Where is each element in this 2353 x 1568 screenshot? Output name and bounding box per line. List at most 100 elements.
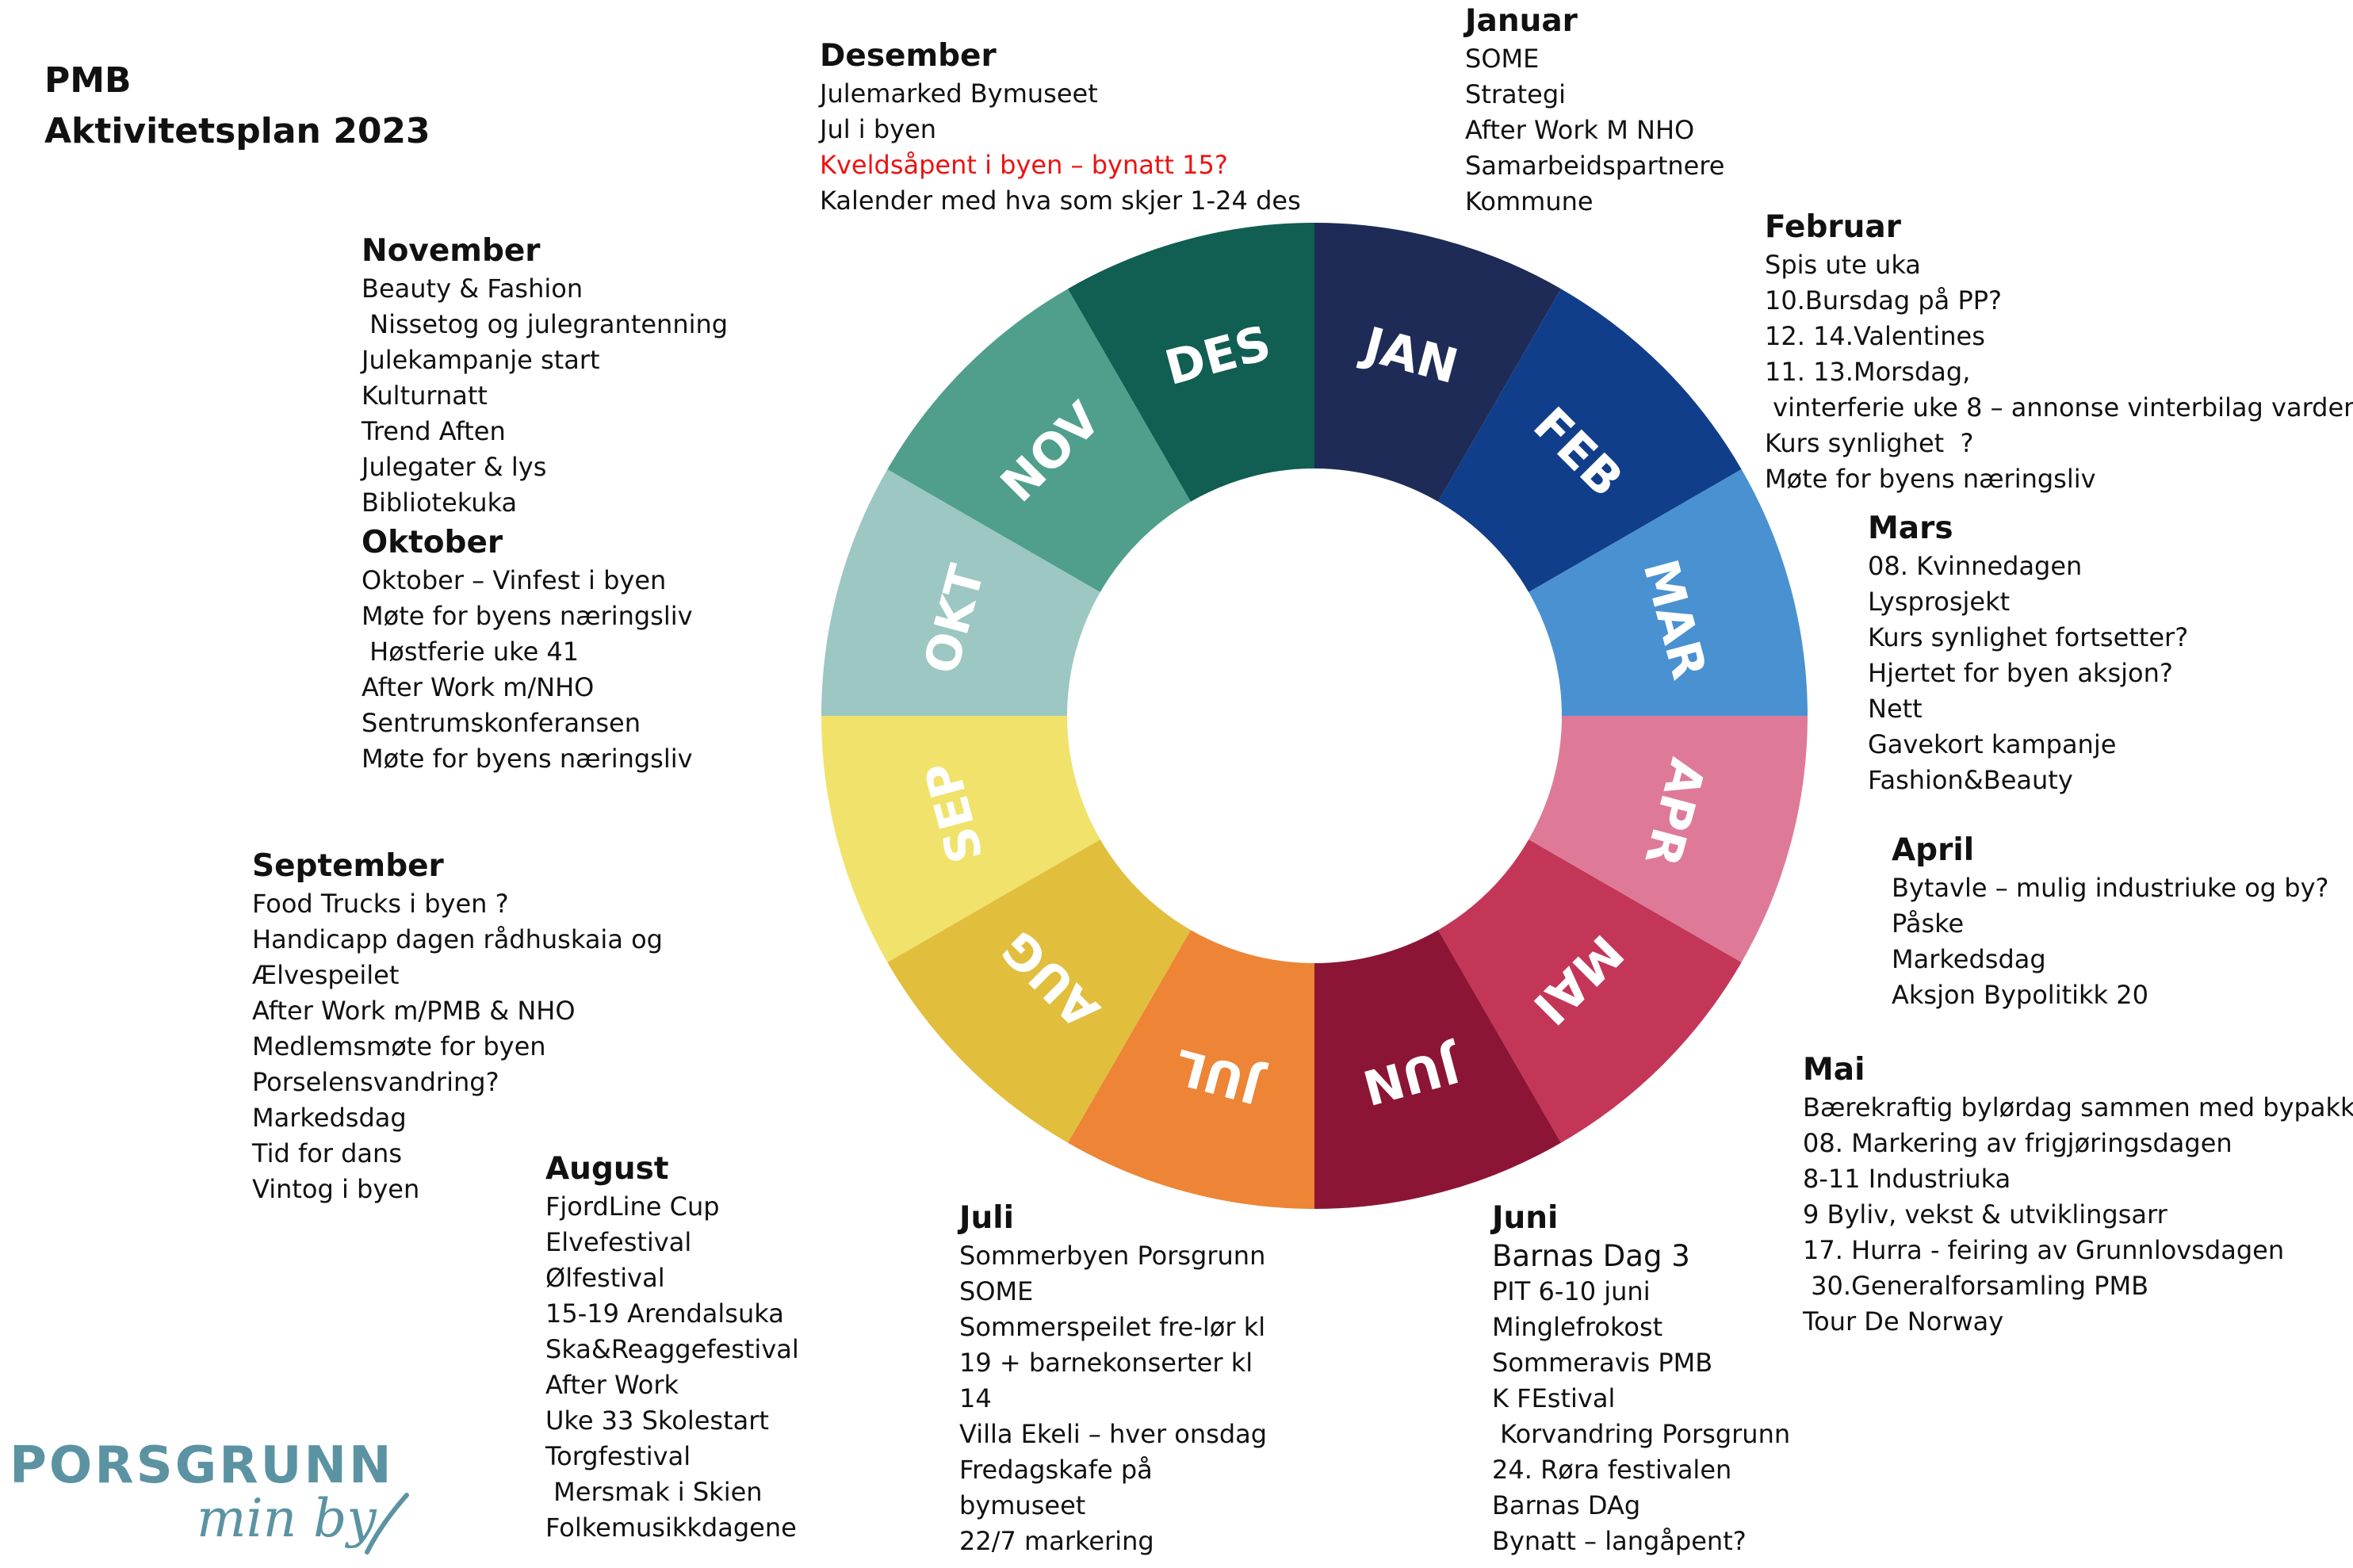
- activity-item: 22/7 markering: [959, 1526, 1154, 1556]
- activity-item: Ælvespeilet: [252, 960, 400, 990]
- porsgrunn-logo: PORSGRUNN min by: [10, 1436, 409, 1555]
- activity-item: After Work: [545, 1370, 679, 1400]
- activity-item: Folkemusikkdagene: [545, 1513, 797, 1543]
- month-februar: Februar Spis ute uka 10.Bursdag på PP? 12.…: [1765, 208, 2353, 497]
- activity-item: Lysprosjekt: [1868, 587, 2011, 617]
- activity-item: Sentrumskonferansen: [362, 708, 641, 738]
- activity-item: 08. Markering av frigjøringsdagen: [1803, 1128, 2232, 1158]
- activity-item: 08. Kvinnedagen: [1868, 551, 2083, 581]
- activity-item: 30.Generalforsamling PMB: [1803, 1271, 2149, 1301]
- activity-item: Julemarked Bymuseet: [820, 78, 1098, 109]
- wheel-segment-feb: [1438, 289, 1742, 592]
- activity-item: After Work m/NHO: [362, 672, 595, 702]
- activity-item: Tid for dans: [252, 1138, 402, 1168]
- activity-item: 14: [959, 1383, 992, 1413]
- activity-item: Aksjon Bypolitikk 20: [1892, 980, 2148, 1010]
- wheel-segment-jun: [1314, 930, 1561, 1209]
- month-mai: Mai Bærekraftig bylørdag sammen med bypa…: [1803, 1050, 2353, 1340]
- activity-item: After Work m/PMB & NHO: [252, 996, 576, 1026]
- activity-item: 9 Byliv, vekst & utviklingsarr: [1803, 1199, 2167, 1230]
- wheel-segment-aug: [887, 839, 1191, 1143]
- activity-item: Bibliotekuka: [362, 488, 518, 518]
- activity-item: Spis ute uka: [1765, 250, 1921, 280]
- activity-item: Fashion&Beauty: [1868, 765, 2073, 795]
- activity-item: Julegater & lys: [362, 452, 547, 482]
- logo-tagline: min by: [197, 1488, 377, 1549]
- activity-item: Elvefestival: [545, 1227, 692, 1257]
- wheel-segment-mai: [1438, 839, 1742, 1143]
- wheel-segment-jul: [1068, 930, 1314, 1209]
- month-september: September Food Trucks i byen ? Handicapp …: [252, 847, 663, 1207]
- activity-item: Nissetog og julegrantenning: [362, 309, 729, 339]
- activity-item: Hjertet for byen aksjon?: [1868, 658, 2173, 688]
- activity-item: Jul i byen: [820, 114, 937, 144]
- activity-item: Korvandring Porsgrunn: [1492, 1419, 1791, 1449]
- activity-item: Strategi: [1465, 79, 1567, 109]
- activity-item: Julekampanje start: [362, 345, 600, 375]
- activity-item: Ølfestival: [545, 1263, 665, 1293]
- month-oktober: Oktober Oktober – Vinfest i byen Møte for…: [362, 523, 693, 777]
- activity-item: Markedsdag: [252, 1103, 407, 1133]
- activity-item: Høstferie uke 41: [362, 637, 580, 667]
- activity-item: 12. 14.Valentines: [1765, 321, 1985, 351]
- activity-item: 10.Bursdag på PP?: [1765, 285, 2003, 316]
- month-heading: November: [362, 233, 541, 269]
- month-heading: April: [1892, 832, 1975, 868]
- activity-item: Uke 33 Skolestart: [545, 1405, 769, 1436]
- month-mars: Mars 08. Kvinnedagen Lysprosjekt Kurs synl…: [1868, 509, 2188, 798]
- activity-item: Kurs synlighet fortsetter?: [1868, 622, 2189, 652]
- activity-item: Medlemsmøte for byen: [252, 1031, 546, 1061]
- activity-item: SOME: [959, 1276, 1034, 1306]
- activity-item: Tour De Norway: [1803, 1306, 2004, 1337]
- activity-item: 8-11 Industriuka: [1803, 1164, 2011, 1194]
- month-heading: Mars: [1868, 511, 1953, 546]
- activity-item: 24. Røra festivalen: [1492, 1455, 1732, 1485]
- activity-item: Torgfestival: [545, 1441, 691, 1471]
- wheel-segment-okt: [821, 469, 1100, 716]
- activity-item: After Work M NHO: [1465, 115, 1695, 145]
- month-januar: Januar SOME Strategi After Work M NHO Samar…: [1465, 2, 1724, 220]
- activity-item: Bytavle – mulig industriuke og by?: [1892, 873, 2329, 903]
- activity-item: Beauty & Fashion: [362, 273, 583, 304]
- month-heading: Februar: [1765, 209, 1901, 245]
- month-heading: Juni: [1492, 1200, 1559, 1236]
- title-org: PMB: [44, 60, 132, 101]
- activity-item: Bynatt – langåpent?: [1492, 1526, 1747, 1556]
- month-juli: Juli Sommerbyen Porsgrunn SOME Sommerspeil…: [959, 1199, 1267, 1559]
- activity-item: Ska&Reaggefestival: [545, 1334, 799, 1364]
- activity-item: Fredagskafe på: [959, 1455, 1153, 1485]
- month-november: November Beauty & Fashion Nissetog og ju…: [362, 231, 728, 521]
- activity-item: Villa Ekeli – hver onsdag: [959, 1419, 1268, 1449]
- activity-item: bymuseet: [959, 1490, 1086, 1520]
- activity-item: Mersmak i Skien: [545, 1477, 763, 1507]
- month-heading: Oktober: [362, 525, 503, 560]
- logo-wordmark: PORSGRUNN: [10, 1436, 394, 1495]
- activity-item: Kurs synlighet ?: [1765, 428, 1974, 458]
- activity-item: Barnas Dag 3: [1492, 1239, 1690, 1273]
- month-heading: Mai: [1803, 1052, 1865, 1088]
- activity-item: Kveldsåpent i byen – bynatt 15?: [820, 150, 1228, 180]
- month-heading: Juli: [959, 1200, 1015, 1236]
- activity-item: Påske: [1892, 908, 1965, 939]
- wheel-segment-sep: [821, 716, 1100, 962]
- activity-item: Sommerbyen Porsgrunn: [959, 1241, 1266, 1271]
- activity-item: Møte for byens næringsliv: [362, 601, 693, 631]
- activity-item: Sommerspeilet fre-lør kl: [959, 1312, 1266, 1342]
- activity-item: Handicapp dagen rådhuskaia og: [252, 924, 663, 954]
- activity-item: Møte for byens næringsliv: [362, 744, 693, 774]
- activity-item: K FEstival: [1492, 1383, 1616, 1413]
- activity-item: Nett: [1868, 694, 1923, 724]
- logo-swoosh: [365, 1493, 409, 1555]
- activity-item: FjordLine Cup: [545, 1191, 720, 1222]
- month-heading: September: [252, 848, 444, 884]
- month-desember: Desember Julemarked Bymuseet Jul i byen Kv…: [820, 36, 1301, 219]
- activity-item: Trend Aften: [362, 416, 506, 446]
- wheel-segment-des: [1068, 223, 1314, 502]
- month-april: April Bytavle – mulig industriuke og by?…: [1892, 831, 2328, 1013]
- activity-item: Minglefrokost: [1492, 1312, 1663, 1342]
- wheel-segment-jan: [1314, 223, 1561, 502]
- activity-item: Markedsdag: [1892, 944, 2046, 974]
- month-heading: Desember: [820, 38, 997, 74]
- activity-item: Oktober – Vinfest i byen: [362, 565, 667, 595]
